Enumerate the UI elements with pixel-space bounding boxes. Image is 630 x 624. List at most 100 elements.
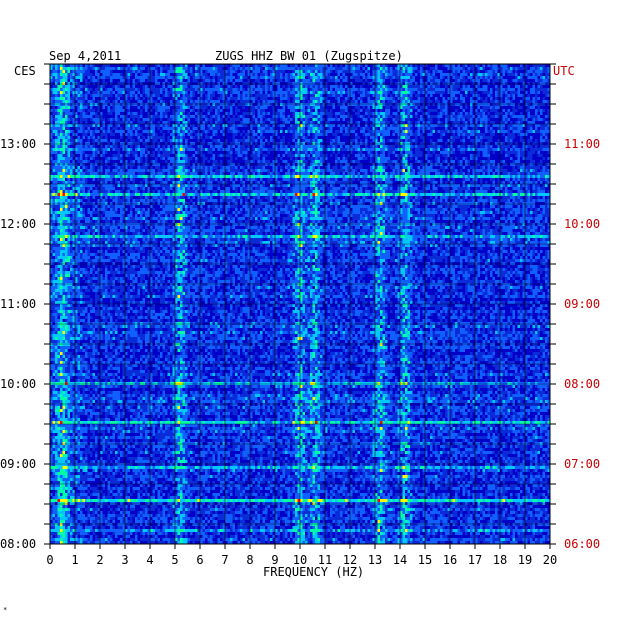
heat-cell [475,130,478,133]
heat-cell [57,133,60,136]
heat-cell [255,121,258,124]
heat-cell [195,112,198,115]
heat-cell [65,133,68,136]
heat-cell [390,139,393,142]
heat-cell [50,121,53,124]
heat-cell [72,160,75,163]
heat-cell [265,100,268,103]
heat-cell [262,88,265,91]
heat-cell [317,151,320,154]
heat-cell [505,145,508,148]
heat-cell [525,85,528,88]
heat-cell [137,67,140,70]
heat-cell [377,133,380,136]
heat-cell [65,121,68,124]
heat-cell [77,73,80,76]
heat-cell [55,133,58,136]
heat-cell [477,79,480,82]
heat-cell [62,139,65,142]
heat-cell [102,97,105,100]
heat-cell [427,118,430,121]
heat-cell [502,103,505,106]
heat-cell [352,94,355,97]
heat-cell [485,100,488,103]
heat-cell [380,91,383,94]
heat-cell [127,91,130,94]
heat-cell [335,85,338,88]
heat-cell [137,157,140,160]
heat-cell [452,166,455,169]
heat-cell [360,94,363,97]
heat-cell [375,166,378,169]
heat-cell [525,91,528,94]
heat-cell [405,79,408,82]
heat-cell [390,145,393,148]
heat-cell [60,97,63,100]
heat-cell [522,133,525,136]
heat-cell [300,73,303,76]
heat-cell [180,115,183,118]
heat-cell [170,64,173,67]
heat-cell [212,157,215,160]
heat-cell [210,148,213,151]
heat-cell [497,163,500,166]
heat-cell [442,112,445,115]
heat-cell [217,76,220,79]
heat-cell [295,103,298,106]
heat-cell [262,136,265,139]
heat-cell [77,82,80,85]
heat-cell [235,85,238,88]
heat-cell [182,151,185,154]
heat-cell [150,169,153,172]
heat-cell [160,154,163,157]
heat-cell [250,85,253,88]
heat-cell [212,127,215,130]
heat-cell [407,151,410,154]
heat-cell [177,121,180,124]
heat-cell [247,133,250,136]
heat-cell [530,127,533,130]
heat-cell [362,133,365,136]
heat-cell [107,106,110,109]
heat-cell [167,130,170,133]
heat-cell [82,85,85,88]
heat-cell [327,76,330,79]
heat-cell [175,148,178,151]
heat-cell [245,91,248,94]
heat-cell [345,115,348,118]
heat-cell [57,121,60,124]
heat-cell [337,103,340,106]
heat-cell [112,145,115,148]
heat-cell [537,64,540,67]
heat-cell [217,106,220,109]
heat-cell [192,73,195,76]
heat-cell [212,160,215,163]
heat-cell [185,85,188,88]
heat-cell [52,76,55,79]
heat-cell [70,118,73,121]
heat-cell [50,88,53,91]
heat-cell [210,94,213,97]
heat-cell [167,136,170,139]
heat-cell [425,82,428,85]
heat-cell [77,88,80,91]
heat-cell [357,88,360,91]
heat-cell [75,88,78,91]
heat-cell [545,94,548,97]
heat-cell [162,115,165,118]
heat-cell [407,64,410,67]
heat-cell [305,148,308,151]
heat-cell [140,94,143,97]
heat-cell [432,124,435,127]
heat-cell [347,64,350,67]
heat-cell [80,130,83,133]
heat-cell [85,133,88,136]
heat-cell [72,67,75,70]
heat-cell [335,142,338,145]
heat-cell [355,148,358,151]
heat-cell [355,100,358,103]
heat-cell [347,91,350,94]
heat-cell [187,160,190,163]
heat-cell [242,73,245,76]
heat-cell [500,82,503,85]
